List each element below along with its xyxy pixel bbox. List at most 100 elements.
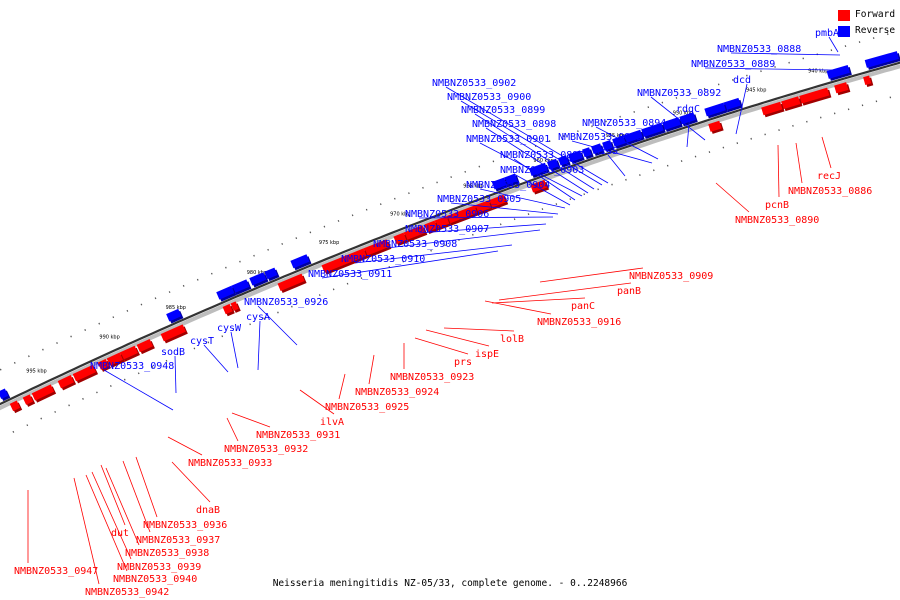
forward-gene[interactable] (781, 96, 801, 110)
forward-gene[interactable] (31, 384, 55, 401)
forward-gene[interactable] (424, 220, 438, 232)
reverse-gene-label[interactable]: cysT (190, 336, 214, 347)
reverse-gene-label[interactable]: NMBNZ0533_0908 (373, 239, 457, 250)
reverse-gene[interactable] (216, 285, 235, 300)
forward-gene[interactable] (72, 364, 97, 382)
reverse-gene-label[interactable]: NMBNZ0533_0926 (244, 297, 328, 308)
forward-gene-label[interactable]: NMBNZ0533_0939 (117, 562, 201, 573)
reverse-gene-label[interactable]: NMBNZ0533_0897 (500, 150, 584, 161)
reverse-gene[interactable] (679, 112, 696, 125)
reverse-gene[interactable] (704, 102, 726, 117)
forward-gene-label[interactable]: NMBNZ0533_0923 (390, 372, 474, 383)
forward-gene[interactable] (834, 82, 849, 94)
forward-gene-label[interactable]: prs (454, 357, 472, 368)
forward-gene-label[interactable]: NMBNZ0533_0937 (136, 535, 220, 546)
reverse-gene[interactable] (662, 117, 681, 131)
forward-gene-label[interactable]: NMBNZ0533_0931 (256, 430, 340, 441)
forward-gene-label[interactable]: NMBNZ0533_0924 (355, 387, 439, 398)
reverse-gene-label[interactable]: NMBNZ0533_0907 (405, 224, 489, 235)
reverse-gene-label[interactable]: NMBNZ0533_0901 (466, 134, 550, 145)
forward-gene-label[interactable]: NMBNZ0533_0925 (325, 402, 409, 413)
reverse-gene-label[interactable]: NMBNZ0533_0894 (582, 118, 666, 129)
forward-gene-label[interactable]: NMBNZ0533_0886 (788, 186, 872, 197)
forward-gene-label[interactable]: NMBNZ0533_0890 (735, 215, 819, 226)
forward-gene-label[interactable]: NMBNZ0533_0909 (629, 271, 713, 282)
forward-gene[interactable] (799, 87, 830, 104)
forward-gene-label[interactable]: NMBNZ0533_0938 (125, 548, 209, 559)
forward-gene[interactable] (363, 239, 390, 256)
forward-gene-label[interactable]: lolB (500, 334, 524, 345)
forward-gene[interactable] (403, 225, 426, 241)
reverse-gene-label[interactable]: NMBNZ0533_0898 (472, 119, 556, 130)
reverse-gene-label[interactable]: NMBNZ0533_0899 (461, 105, 545, 116)
reverse-gene[interactable] (491, 177, 507, 190)
forward-gene[interactable] (22, 394, 34, 405)
forward-gene[interactable] (106, 352, 123, 366)
reverse-gene[interactable] (641, 122, 664, 138)
reverse-gene[interactable] (0, 388, 9, 400)
forward-gene-label[interactable]: NMBNZ0533_0942 (85, 587, 169, 598)
forward-gene[interactable] (160, 324, 186, 342)
forward-gene[interactable] (863, 75, 872, 85)
reverse-gene[interactable] (249, 272, 267, 286)
forward-gene[interactable] (530, 179, 548, 193)
reverse-gene-label[interactable]: NMBNZ0533_0895 (558, 132, 642, 143)
reverse-gene-label[interactable]: NMBNZ0533_0888 (717, 44, 801, 55)
forward-gene[interactable] (473, 200, 492, 214)
forward-gene[interactable] (321, 248, 367, 273)
reverse-gene[interactable] (612, 135, 626, 147)
forward-gene[interactable] (136, 339, 153, 353)
reverse-gene-label[interactable]: NMBNZ0533_0900 (447, 92, 531, 103)
reverse-gene-label[interactable]: NMBNZ0533_0910 (341, 254, 425, 265)
reverse-gene-label[interactable]: NMBNZ0533_0905 (437, 194, 521, 205)
forward-gene[interactable] (488, 194, 507, 208)
reverse-gene[interactable] (582, 147, 592, 158)
reverse-gene-label[interactable]: NMBNZ0533_0911 (308, 269, 392, 280)
forward-gene-label[interactable]: NMBNZ0533_0947 (14, 566, 98, 577)
forward-gene-label[interactable]: ilvA (320, 417, 344, 428)
reverse-gene[interactable] (826, 65, 850, 79)
reverse-gene-label[interactable]: NMBNZ0533_0904 (466, 180, 550, 191)
forward-gene-label[interactable]: NMBNZ0533_0936 (143, 520, 227, 531)
reverse-gene[interactable] (568, 150, 583, 163)
reverse-gene-label[interactable]: NMBNZ0533_0903 (500, 165, 584, 176)
reverse-gene-label[interactable]: cysA (246, 312, 270, 323)
reverse-gene-label[interactable]: sodB (161, 347, 185, 358)
forward-gene[interactable] (57, 375, 75, 389)
reverse-gene-label[interactable]: hisS (594, 146, 618, 157)
forward-gene[interactable] (9, 400, 21, 412)
forward-gene-label[interactable]: dut (111, 528, 129, 539)
reverse-gene-label[interactable]: NMBNZ0533_0892 (637, 88, 721, 99)
reverse-gene-label[interactable]: NMBNZ0533_0902 (432, 78, 516, 89)
forward-gene[interactable] (708, 120, 722, 132)
reverse-gene[interactable] (231, 279, 250, 294)
reverse-gene-label[interactable]: NMBNZ0533_0889 (691, 59, 775, 70)
forward-gene[interactable] (761, 101, 783, 116)
reverse-gene[interactable] (591, 143, 603, 155)
forward-gene-label[interactable]: NMBNZ0533_0933 (188, 458, 272, 469)
reverse-gene-label[interactable]: dcd (733, 75, 751, 86)
forward-gene-label[interactable]: panB (617, 286, 641, 297)
forward-gene-label[interactable]: NMBNZ0533_0932 (224, 444, 308, 455)
forward-gene[interactable] (446, 205, 478, 224)
reverse-gene[interactable] (528, 162, 548, 176)
reverse-gene-label[interactable]: cysW (217, 323, 242, 334)
forward-gene-label[interactable]: dnaB (196, 505, 220, 516)
reverse-gene[interactable] (723, 97, 741, 111)
forward-gene-label[interactable]: NMBNZ0533_0940 (113, 574, 197, 585)
forward-gene[interactable] (434, 216, 450, 229)
forward-gene-label[interactable]: recJ (817, 171, 841, 182)
forward-gene[interactable] (277, 273, 305, 291)
reverse-gene[interactable] (503, 173, 518, 186)
forward-gene[interactable] (97, 358, 109, 370)
reverse-gene-label[interactable]: NMBNZ0533_0906 (405, 209, 489, 220)
forward-gene-label[interactable]: panC (571, 301, 595, 312)
reverse-gene[interactable] (264, 267, 278, 280)
reverse-gene-label[interactable]: NMBNZ0533_0948 (90, 361, 174, 372)
forward-gene[interactable] (230, 301, 239, 311)
forward-gene-label[interactable]: ispE (475, 349, 499, 360)
reverse-gene[interactable] (166, 308, 182, 322)
forward-gene[interactable] (393, 232, 407, 245)
reverse-gene[interactable] (290, 254, 310, 269)
forward-gene-label[interactable]: NMBNZ0533_0916 (537, 317, 621, 328)
